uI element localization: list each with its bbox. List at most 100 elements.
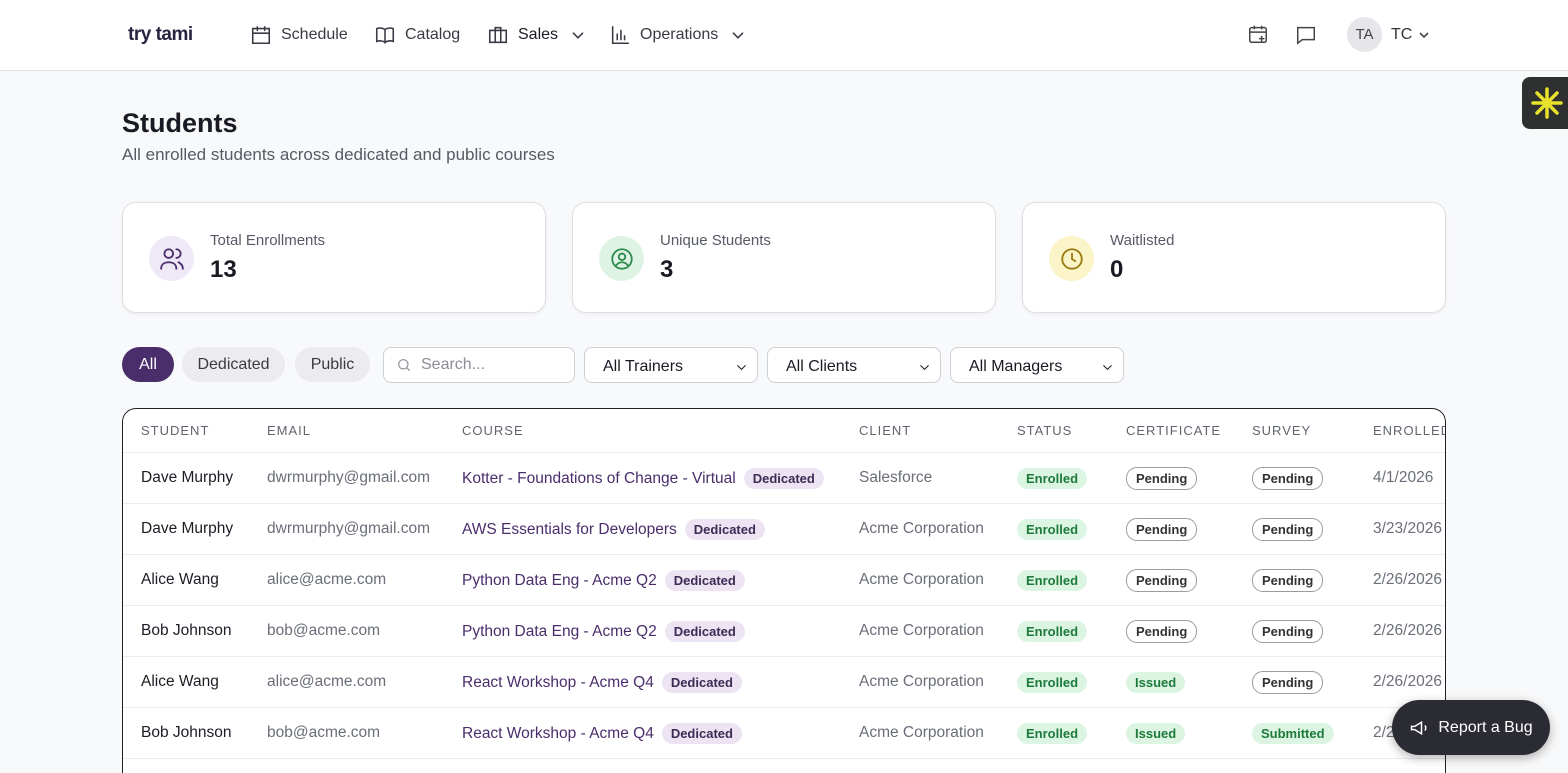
certificate-badge: Pending bbox=[1126, 619, 1198, 643]
stat-glyph-path bbox=[159, 247, 184, 270]
nav-icon bbox=[488, 26, 508, 44]
certificate-cell: Pending bbox=[1126, 466, 1252, 490]
chevron bbox=[920, 364, 929, 370]
filter-select[interactable]: All Trainers bbox=[584, 347, 758, 383]
stat-glyph-path bbox=[1060, 247, 1083, 270]
course-link[interactable]: React Workshop - Acme Q4 bbox=[462, 724, 654, 742]
certificate-badge: Issued bbox=[1126, 722, 1186, 744]
survey-badge: Pending bbox=[1252, 670, 1324, 694]
nav-link[interactable]: Sales bbox=[487, 22, 589, 48]
course-link[interactable]: Python Data Eng - Acme Q2 bbox=[462, 622, 657, 640]
course-type-badge: Dedicated bbox=[664, 620, 745, 642]
select-label: All Trainers bbox=[603, 358, 684, 375]
filter-tab[interactable]: All bbox=[122, 347, 174, 382]
nav-link[interactable]: Operations bbox=[609, 22, 749, 48]
status-cell: Enrolled bbox=[1017, 722, 1126, 744]
certificate-badge: Pending bbox=[1126, 568, 1198, 592]
calendar-add-icon[interactable] bbox=[1247, 23, 1269, 45]
chevron bbox=[737, 364, 746, 370]
student-name: Alice Wang bbox=[141, 571, 219, 588]
search-placeholder: Search... bbox=[421, 356, 486, 373]
chevron-path bbox=[572, 32, 584, 39]
table-row: Dave Murphy dwrmurphy@gmail.com Kotter - F… bbox=[123, 453, 1445, 504]
nav-label: Catalog bbox=[405, 26, 461, 43]
stat-icon bbox=[599, 236, 644, 281]
email: bob@acme.com bbox=[267, 724, 381, 741]
course-link[interactable]: Python Data Eng - Acme Q2 bbox=[462, 571, 657, 589]
enrolled-date: 4/1/2026 bbox=[1373, 469, 1434, 486]
nav-icon bbox=[611, 25, 630, 45]
course-link[interactable]: AWS Essentials for Developers bbox=[462, 520, 677, 538]
survey-badge: Pending bbox=[1252, 517, 1324, 541]
status-badge: Enrolled bbox=[1017, 569, 1088, 591]
status-cell: Enrolled bbox=[1017, 518, 1126, 540]
search-input[interactable]: Search... bbox=[383, 347, 575, 383]
user-initials[interactable]: TC bbox=[1391, 26, 1413, 43]
assistant-widget[interactable] bbox=[1522, 77, 1568, 129]
client: Acme Corporation bbox=[859, 673, 984, 690]
student-name: Dave Murphy bbox=[141, 520, 234, 537]
nav-link[interactable]: Schedule bbox=[250, 22, 348, 48]
report-bug-button[interactable]: Report a Bug bbox=[1392, 700, 1550, 755]
select-label: All Managers bbox=[969, 358, 1063, 375]
page-title: Students bbox=[122, 108, 238, 138]
nav-label: Sales bbox=[518, 26, 559, 43]
enrolled-date: 3/23/2026 bbox=[1373, 520, 1442, 537]
table-row: Alice Wang alice@acme.com Python Data Eng … bbox=[123, 555, 1445, 606]
certificate-cell: Pending bbox=[1126, 517, 1252, 541]
stat-glyph bbox=[1060, 247, 1083, 270]
client: Acme Corporation bbox=[859, 571, 984, 588]
avatar[interactable]: TA bbox=[1347, 17, 1382, 52]
survey-cell: Pending bbox=[1252, 670, 1373, 694]
filter-tab[interactable]: Dedicated bbox=[182, 347, 285, 382]
nav-link[interactable]: Catalog bbox=[374, 22, 460, 48]
chevron bbox=[572, 32, 584, 39]
course-link[interactable]: Kotter - Foundations of Change - Virtual bbox=[462, 469, 736, 487]
search-icon-path bbox=[398, 359, 410, 371]
stat-label: Unique Students bbox=[660, 232, 771, 249]
nav-icon-path bbox=[251, 25, 271, 45]
email: bob@acme.com bbox=[267, 622, 381, 639]
top-nav: try tami TA TC Schedule Catalog Sales Opera… bbox=[0, 0, 1568, 71]
status-badge: Enrolled bbox=[1017, 467, 1088, 489]
enrolled-date: 2/26/2026 bbox=[1373, 673, 1442, 690]
course-link[interactable]: React Workshop - Acme Q4 bbox=[462, 673, 654, 691]
stat-glyph-path bbox=[610, 247, 633, 270]
status-cell: Enrolled bbox=[1017, 671, 1126, 693]
course-cell: Python Data Eng - Acme Q2 Dedicated bbox=[462, 569, 859, 591]
survey-cell: Pending bbox=[1252, 619, 1373, 643]
filter-select[interactable]: All Managers bbox=[950, 347, 1124, 383]
chevron bbox=[732, 32, 744, 39]
course-cell: React Workshop - Acme Q4 Dedicated bbox=[462, 671, 859, 693]
survey-badge: Pending bbox=[1252, 466, 1324, 490]
nav-icon-path bbox=[375, 27, 395, 44]
logo[interactable]: try tami bbox=[128, 24, 193, 45]
column-header: ENROLLED bbox=[1373, 423, 1446, 438]
status-badge: Enrolled bbox=[1017, 518, 1088, 540]
table-row: Alice Wang alice@acme.com React Workshop -… bbox=[123, 657, 1445, 708]
survey-badge: Pending bbox=[1252, 619, 1324, 643]
filter-select[interactable]: All Clients bbox=[767, 347, 941, 383]
certificate-badge: Pending bbox=[1126, 466, 1198, 490]
course-type-badge: Dedicated bbox=[664, 569, 745, 591]
course-cell: Python Data Eng - Acme Q2 Dedicated bbox=[462, 620, 859, 642]
course-type-badge: Dedicated bbox=[661, 671, 742, 693]
survey-badge: Submitted bbox=[1252, 722, 1334, 744]
certificate-cell: Pending bbox=[1126, 619, 1252, 643]
course-type-badge: Dedicated bbox=[661, 722, 742, 744]
filter-tab[interactable]: Public bbox=[295, 347, 370, 382]
certificate-cell: Issued bbox=[1126, 671, 1252, 693]
stat-icon bbox=[149, 236, 194, 281]
status-cell: Enrolled bbox=[1017, 620, 1126, 642]
status-cell: Enrolled bbox=[1017, 467, 1126, 489]
chevron-path bbox=[1103, 364, 1112, 370]
chevron-path bbox=[732, 32, 744, 39]
messages-icon[interactable] bbox=[1295, 24, 1317, 46]
enrolled-date: 2/26/2026 bbox=[1373, 622, 1442, 639]
student-name: Bob Johnson bbox=[141, 724, 232, 741]
email: alice@acme.com bbox=[267, 673, 387, 690]
nav-icon-path bbox=[488, 26, 508, 44]
stat-glyph bbox=[159, 247, 184, 270]
stat-label: Total Enrollments bbox=[210, 232, 326, 249]
survey-cell: Pending bbox=[1252, 568, 1373, 592]
